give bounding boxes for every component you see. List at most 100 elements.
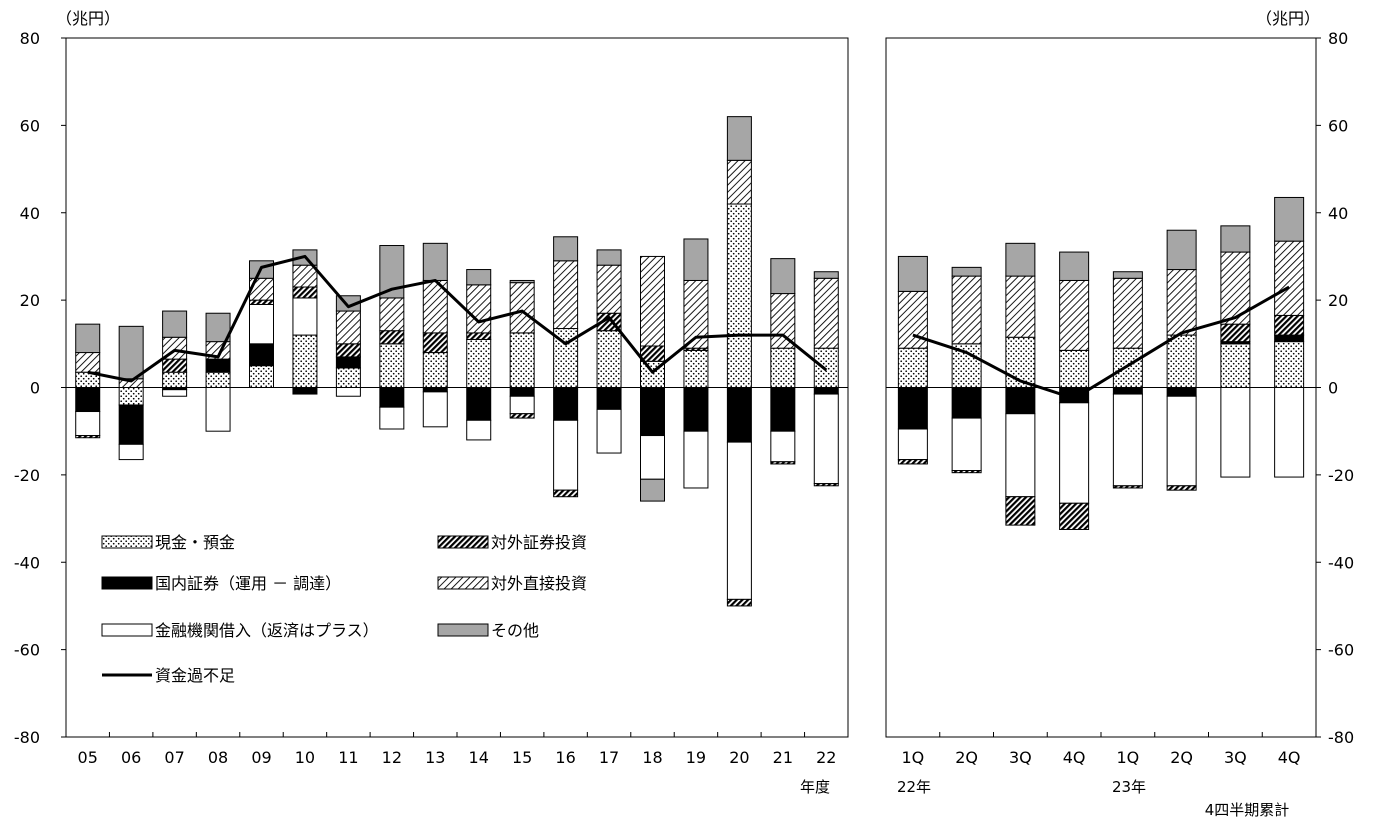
x-tick-label: 1Q bbox=[1116, 748, 1139, 767]
bar-segment bbox=[813, 393, 839, 485]
bar-segment bbox=[1220, 225, 1251, 253]
bar-segment bbox=[1005, 496, 1036, 526]
bar-segment bbox=[509, 387, 535, 397]
bar-segment bbox=[335, 343, 361, 358]
bar-segment bbox=[813, 387, 839, 395]
left-x-axis-title: 年度 bbox=[800, 778, 830, 796]
bar-segment bbox=[162, 358, 188, 373]
bar-segment bbox=[509, 332, 535, 388]
bar-segment bbox=[466, 332, 492, 340]
y-tick-label: 20 bbox=[1328, 291, 1348, 310]
y-tick-label: -80 bbox=[14, 728, 40, 747]
bar-segment bbox=[1112, 387, 1143, 395]
bar-segment bbox=[813, 347, 839, 388]
bar-segment bbox=[640, 255, 665, 347]
legend-label-direct-investment: 対外直接投資 bbox=[491, 574, 587, 593]
bar-segment bbox=[118, 404, 144, 445]
bar-segment bbox=[162, 310, 188, 338]
x-tick-label: 10 bbox=[295, 748, 315, 767]
bar-segment bbox=[897, 428, 928, 461]
bar-segment bbox=[1220, 323, 1251, 343]
bar-segment bbox=[596, 387, 622, 410]
bar-segment bbox=[75, 323, 101, 354]
bar-segment bbox=[897, 459, 928, 465]
bar-segment bbox=[379, 343, 405, 388]
bar-segment bbox=[1274, 334, 1305, 343]
left-balance-line bbox=[87, 254, 828, 383]
bar-segment bbox=[770, 387, 796, 432]
x-tick-label: 2Q bbox=[1170, 748, 1193, 767]
y-tick-label: 0 bbox=[1328, 379, 1338, 398]
bar-segment bbox=[162, 389, 188, 397]
y-tick-label: 40 bbox=[20, 204, 40, 223]
legend-label-domestic-securities: 国内証券（運用 － 調達） bbox=[155, 574, 341, 593]
bar-segment bbox=[1059, 402, 1090, 504]
bar-segment bbox=[813, 277, 839, 349]
y-tick-label: 60 bbox=[20, 116, 40, 135]
legend-label-cash: 現金・預金 bbox=[155, 533, 235, 552]
bar-segment bbox=[1166, 229, 1197, 271]
bar-segment bbox=[292, 297, 318, 336]
x-tick-label: 3Q bbox=[1009, 748, 1032, 767]
bar-segment bbox=[422, 242, 448, 281]
bar-segment bbox=[1166, 334, 1197, 389]
bar-segment bbox=[75, 352, 101, 373]
bar-segment bbox=[951, 387, 982, 419]
bar-segment bbox=[1059, 349, 1090, 389]
bar-segment bbox=[553, 489, 579, 498]
x-tick-label: 1Q bbox=[901, 748, 924, 767]
right-balance-line bbox=[912, 285, 1290, 400]
x-tick-label: 17 bbox=[599, 748, 619, 767]
bar-segment bbox=[683, 238, 709, 281]
bar-segment bbox=[1274, 314, 1305, 336]
y-tick-label: 80 bbox=[1328, 29, 1348, 48]
bar-segment bbox=[596, 408, 622, 454]
bar-segment bbox=[509, 282, 535, 334]
legend-swatch-foreign-securities bbox=[437, 535, 489, 549]
bar-segment bbox=[205, 371, 231, 389]
right-unit-label: （兆円） bbox=[1256, 9, 1320, 28]
bar-segment bbox=[770, 293, 796, 349]
bar-segment bbox=[770, 347, 796, 388]
bar-segment bbox=[726, 387, 752, 443]
bar-segment bbox=[683, 349, 709, 389]
bar-segment bbox=[466, 284, 492, 334]
year-label-22: 22年 bbox=[897, 778, 931, 796]
bar-segment bbox=[1059, 279, 1090, 351]
bar-segment bbox=[118, 325, 144, 380]
bar-segment bbox=[118, 443, 144, 461]
bar-segment bbox=[553, 419, 579, 491]
bar-segment bbox=[292, 334, 318, 389]
y-tick-label: -80 bbox=[1328, 728, 1354, 747]
bar-segment bbox=[726, 116, 752, 161]
bar-segment bbox=[509, 279, 535, 284]
bar-segment bbox=[951, 470, 982, 474]
x-tick-label: 4Q bbox=[1278, 748, 1301, 767]
bar-segment bbox=[1005, 387, 1036, 415]
bar-segment bbox=[1166, 485, 1197, 491]
bar-segment bbox=[379, 387, 405, 408]
legend-label-borrowing: 金融機関借入（返済はプラス） bbox=[155, 621, 379, 640]
bar-segment bbox=[683, 387, 709, 432]
bar-segment bbox=[683, 430, 709, 489]
bar-segment bbox=[1112, 393, 1143, 487]
legend-swatch-direct-investment bbox=[437, 576, 489, 590]
bar-segment bbox=[951, 275, 982, 345]
bar-segment bbox=[726, 598, 752, 607]
bar-segment bbox=[1166, 387, 1197, 397]
legend-label-balance: 資金過不足 bbox=[155, 666, 235, 685]
y-tick-label: -60 bbox=[1328, 641, 1354, 660]
y-tick-label: -40 bbox=[1328, 553, 1354, 572]
bar-segment bbox=[770, 461, 796, 465]
x-tick-label: 2Q bbox=[955, 748, 978, 767]
bar-segment bbox=[951, 417, 982, 472]
bar-segment bbox=[292, 286, 318, 299]
bar-segment bbox=[466, 387, 492, 421]
bar-segment bbox=[422, 352, 448, 388]
bar-segment bbox=[379, 330, 405, 345]
x-tick-label: 08 bbox=[208, 748, 228, 767]
y-tick-label: 20 bbox=[20, 291, 40, 310]
x-tick-label: 12 bbox=[382, 748, 402, 767]
x-tick-label: 05 bbox=[78, 748, 98, 767]
